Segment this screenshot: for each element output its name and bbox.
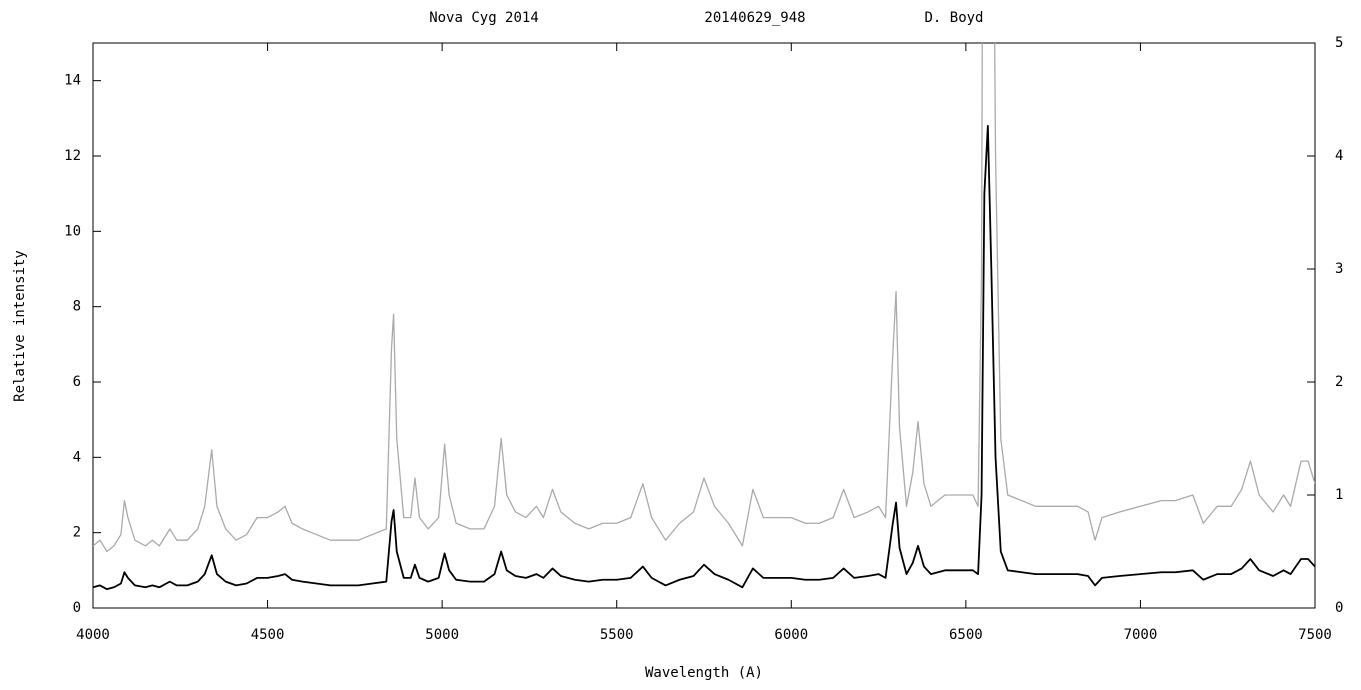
y-tick-label: 8 [73, 299, 81, 315]
y-tick-label: 0 [73, 600, 81, 616]
x-tick-label: 4000 [76, 627, 110, 643]
plot-frame [92, 42, 1316, 609]
y2-tick-label: 2 [1335, 374, 1343, 390]
y-tick-label: 6 [73, 374, 81, 390]
y-tick-label: 12 [64, 148, 81, 164]
y-tick-label: 10 [64, 223, 81, 239]
x-tick-label: 6500 [949, 627, 983, 643]
x-tick-label: 4500 [251, 627, 285, 643]
y-axis-label: Relative intensity [12, 250, 28, 402]
x-tick-label: 6000 [774, 627, 808, 643]
y2-tick-label: 0 [1335, 600, 1343, 616]
spectrum-line [93, 124, 1315, 591]
x-tick-label: 7000 [1124, 627, 1158, 643]
chart-title: Nova Cyg 2014 [429, 10, 539, 26]
x-axis-label: Wavelength (A) [645, 665, 763, 681]
y2-tick-label: 5 [1335, 35, 1343, 51]
y2-tick-label: 4 [1335, 148, 1343, 164]
y2-tick-label: 3 [1335, 261, 1343, 277]
chart-title: D. Boyd [924, 10, 983, 26]
y-tick-label: 14 [64, 73, 81, 89]
y-tick-label: 4 [73, 449, 81, 465]
x-tick-label: 5500 [600, 627, 634, 643]
chart-title: 20140629_948 [704, 10, 805, 26]
x-tick-label: 5000 [425, 627, 459, 643]
spectrum-line [93, 43, 1315, 553]
y2-tick-label: 1 [1335, 487, 1343, 503]
y-tick-label: 2 [73, 525, 81, 541]
x-tick-label: 7500 [1298, 627, 1332, 643]
